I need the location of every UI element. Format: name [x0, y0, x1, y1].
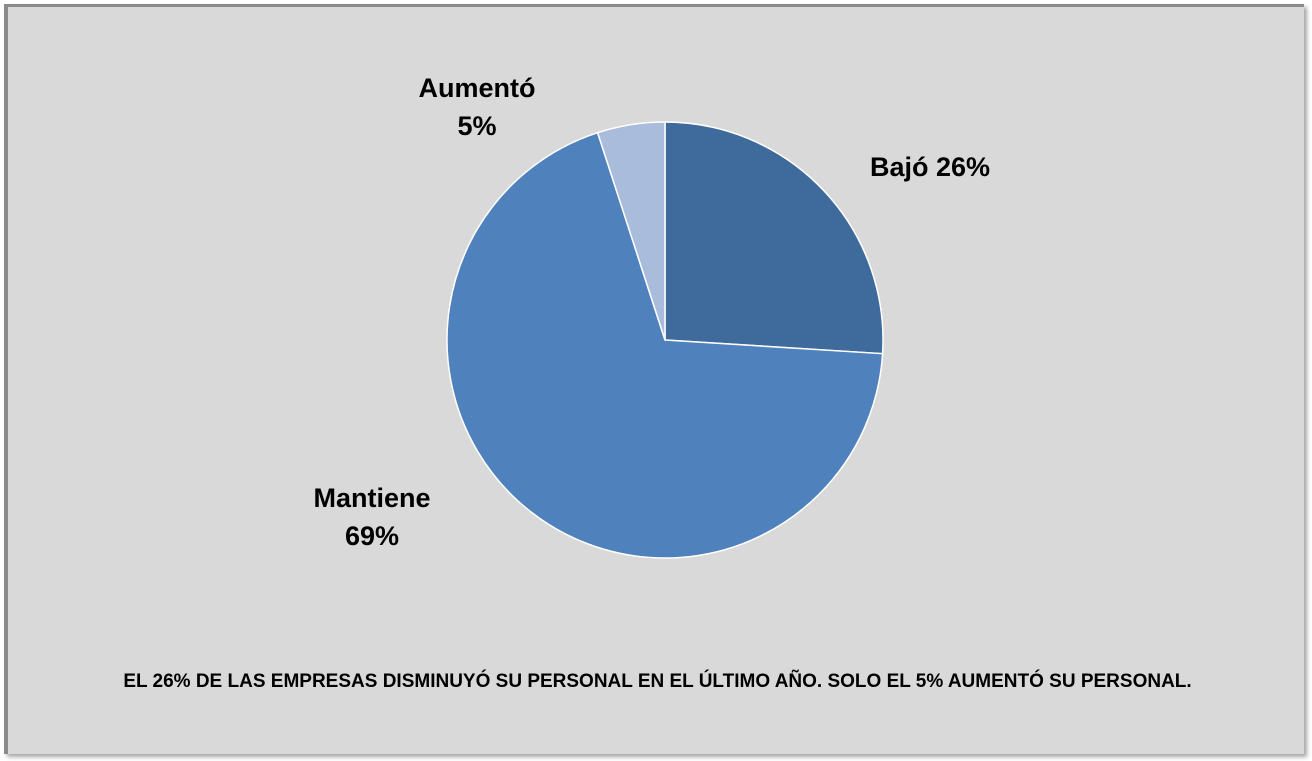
data-label: Mantiene 69% — [313, 483, 430, 551]
pie-slice — [596, 121, 666, 341]
value-label: 69% — [345, 521, 399, 551]
category-label: Bajó — [870, 152, 929, 182]
annotation: EL 26% DE LAS EMPRESAS DISMINUYÓ SU PERS… — [123, 671, 1192, 692]
category-label: Mantiene — [313, 483, 430, 513]
data-label: Aumentó 5% — [419, 73, 536, 141]
pie-slice — [664, 121, 884, 355]
data-label: Bajó 26% — [870, 152, 990, 182]
value-label: 26% — [936, 152, 990, 182]
value-label: 5% — [457, 111, 496, 141]
category-label: Aumentó — [419, 73, 536, 103]
pie-slice — [446, 131, 884, 559]
